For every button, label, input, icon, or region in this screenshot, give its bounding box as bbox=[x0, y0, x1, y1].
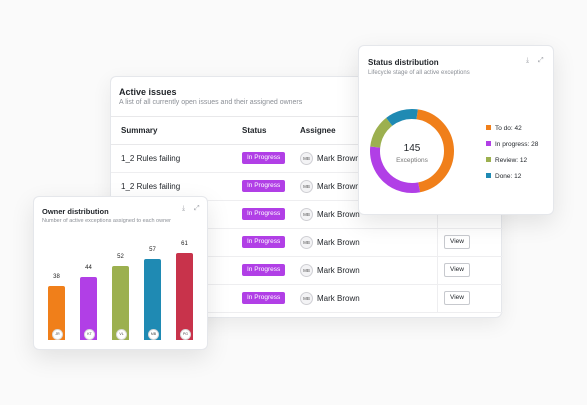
bar-vl[interactable] bbox=[112, 265, 129, 340]
status-badge: In Progress bbox=[242, 152, 286, 164]
donut-total-value: 145 bbox=[403, 143, 421, 154]
bar-value-label: 57 bbox=[149, 246, 156, 253]
bar-mb[interactable] bbox=[144, 258, 161, 340]
active-issues-subtitle: A list of all currently open issues and … bbox=[119, 99, 303, 106]
donut-slice-to-do[interactable] bbox=[416, 109, 454, 193]
donut-slice-done[interactable] bbox=[386, 109, 418, 126]
row-summary: 1_2 Rules failing bbox=[121, 182, 181, 191]
expand-icon[interactable]: ⤢ bbox=[538, 57, 544, 64]
legend-label: Done: 12 bbox=[495, 173, 522, 180]
bar-value-label: 44 bbox=[85, 265, 92, 272]
legend-item: To do: 42 bbox=[486, 125, 522, 132]
column-header-assignee[interactable]: Assignee bbox=[300, 126, 336, 135]
owner-distribution-title: Owner distribution bbox=[42, 207, 109, 216]
legend-swatch bbox=[486, 173, 491, 178]
bar-jr[interactable] bbox=[48, 285, 65, 340]
status-badge: In Progress bbox=[242, 236, 286, 248]
column-header-summary[interactable]: Summary bbox=[121, 126, 158, 135]
table-row[interactable]: In Progress MB Mark Brown View bbox=[111, 229, 503, 257]
download-icon[interactable]: ⤓ bbox=[182, 205, 186, 212]
view-button[interactable]: View bbox=[444, 235, 470, 249]
row-assignee: Mark Brown bbox=[317, 210, 360, 219]
issues-table: Summary Status Assignee 1_2 Rules failin… bbox=[111, 116, 503, 313]
table-row[interactable]: In Progress MB Mark Brown View bbox=[111, 257, 503, 285]
legend-swatch bbox=[486, 125, 491, 130]
legend-swatch bbox=[486, 141, 491, 146]
table-row[interactable]: In Progress MB Mark Brown View bbox=[111, 285, 503, 313]
status-badge: In Progress bbox=[242, 180, 286, 192]
donut-slice-in-progress[interactable] bbox=[370, 146, 421, 193]
avatar: MB bbox=[300, 264, 313, 277]
owner-distribution-subtitle: Number of active exceptions assigned to … bbox=[42, 218, 172, 224]
bar-value-label: 52 bbox=[117, 253, 124, 260]
avatar: MB bbox=[300, 292, 313, 305]
avatar: MB bbox=[300, 180, 313, 193]
table-row[interactable]: 1_2 Rules failing In Progress MB Mark Brown bbox=[111, 145, 503, 173]
column-header-status[interactable]: Status bbox=[242, 126, 267, 135]
owner-avatar: MB bbox=[148, 329, 159, 340]
donut-slice-review[interactable] bbox=[370, 117, 393, 148]
row-assignee: Mark Brown bbox=[317, 154, 360, 163]
bar-kt[interactable] bbox=[80, 277, 97, 340]
row-assignee: Mark Brown bbox=[317, 294, 360, 303]
expand-icon[interactable]: ⤢ bbox=[194, 205, 200, 212]
bar-value-label: 38 bbox=[53, 273, 60, 280]
owner-avatar: VL bbox=[116, 329, 127, 340]
donut-total-label: Exceptions bbox=[396, 157, 428, 164]
row-assignee: Mark Brown bbox=[317, 266, 360, 275]
status-donut-chart bbox=[370, 109, 454, 193]
owner-bar-chart: 38 JR 44 KT 52 VL 57 MB 61 PG bbox=[34, 197, 209, 351]
status-badge: In Progress bbox=[242, 292, 286, 304]
row-assignee: Mark Brown bbox=[317, 182, 360, 191]
issues-table-header: Summary Status Assignee bbox=[111, 116, 503, 145]
row-action-cell: View bbox=[437, 229, 504, 256]
owner-avatar: KT bbox=[84, 329, 95, 340]
legend-label: To do: 42 bbox=[495, 125, 522, 132]
active-issues-title: Active issues bbox=[119, 87, 177, 97]
legend-label: Review: 12 bbox=[495, 157, 528, 164]
row-action-cell: View bbox=[437, 257, 504, 284]
status-distribution-card: Status distribution Lifecycle stage of a… bbox=[358, 45, 554, 215]
row-action-cell: View bbox=[437, 285, 504, 312]
download-icon[interactable]: ⤓ bbox=[526, 57, 530, 64]
legend-swatch bbox=[486, 157, 491, 162]
avatar: MB bbox=[300, 236, 313, 249]
bar-pg[interactable] bbox=[176, 252, 193, 340]
owner-distribution-card: Owner distribution Number of active exce… bbox=[33, 196, 208, 350]
avatar: MB bbox=[300, 208, 313, 221]
row-summary: 1_2 Rules failing bbox=[121, 154, 181, 163]
status-badge: In Progress bbox=[242, 264, 286, 276]
view-button[interactable]: View bbox=[444, 291, 470, 305]
owner-avatar: JR bbox=[52, 329, 63, 340]
legend-item: In progress: 28 bbox=[486, 141, 538, 148]
status-distribution-title: Status distribution bbox=[368, 58, 439, 67]
legend-item: Done: 12 bbox=[486, 173, 521, 180]
legend-item: Review: 12 bbox=[486, 157, 527, 164]
owner-avatar: PG bbox=[180, 329, 191, 340]
avatar: MB bbox=[300, 152, 313, 165]
status-distribution-subtitle: Lifecycle stage of all active exceptions bbox=[368, 70, 470, 76]
table-row[interactable]: 1_2 Rules failing In Progress MB Mark Brown bbox=[111, 173, 503, 201]
status-badge: In Progress bbox=[242, 208, 286, 220]
row-assignee: Mark Brown bbox=[317, 238, 360, 247]
legend-label: In progress: 28 bbox=[495, 141, 539, 148]
view-button[interactable]: View bbox=[444, 263, 470, 277]
bar-value-label: 61 bbox=[181, 240, 188, 247]
